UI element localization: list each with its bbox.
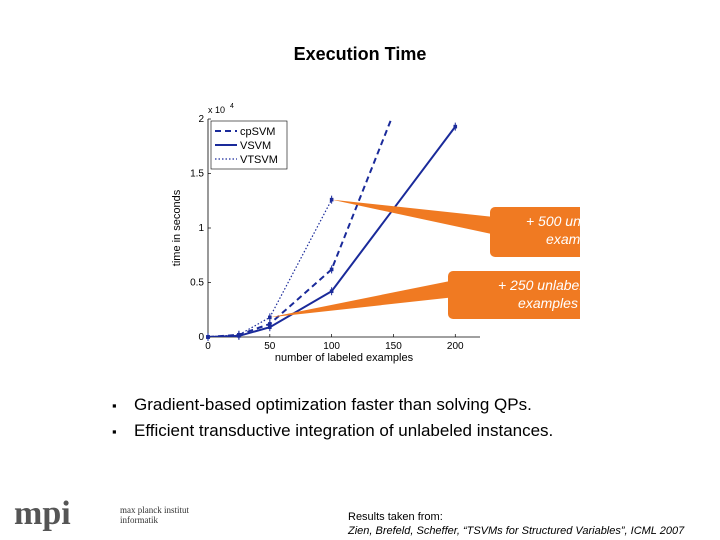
y-tick-label: 1 xyxy=(198,223,204,234)
mpi-logo: mpi max planck institut informatik xyxy=(14,498,189,532)
series-vtsvm-point xyxy=(329,197,334,202)
callout-pointer xyxy=(331,199,494,235)
source-citation: Zien, Brefeld, Scheffer, “TSVMs for Stru… xyxy=(348,525,685,537)
callout-text: + 500 unlabeled xyxy=(526,213,580,229)
source-note: Results taken from: Zien, Brefeld, Schef… xyxy=(348,510,684,538)
bullet-text: Efficient transductive integration of un… xyxy=(134,421,554,440)
y-axis-label: time in seconds xyxy=(171,189,183,266)
y-tick-label: 2 xyxy=(198,114,204,125)
bullet-text: Gradient-based optimization faster than … xyxy=(134,395,532,414)
x-tick-label: 200 xyxy=(447,341,464,352)
slide-title: Execution Time xyxy=(293,44,427,64)
series-vtsvm-line xyxy=(208,199,333,337)
y-tick-label: 0.5 xyxy=(190,278,204,289)
bullet-square-icon: ▪ xyxy=(112,398,117,413)
legend-label-vsvm: VSVM xyxy=(240,140,271,152)
bullet-item: ▪ Gradient-based optimization faster tha… xyxy=(112,392,553,418)
legend-label-cpsvm: cpSVM xyxy=(240,126,275,138)
source-label: Results taken from: xyxy=(348,511,443,523)
y-exponent-label: x 10 xyxy=(208,105,225,115)
series-cpsvm-point xyxy=(329,267,334,272)
bullet-list: ▪ Gradient-based optimization faster tha… xyxy=(112,392,553,444)
mpi-logo-mark: mpi xyxy=(14,498,71,532)
x-tick-label: 100 xyxy=(323,341,340,352)
x-tick-label: 50 xyxy=(264,341,276,352)
callout-text: + 250 unlabeled xyxy=(498,277,580,293)
callout-1: + 500 unlabeled examples xyxy=(331,199,580,257)
series-vsvm-point xyxy=(453,124,458,129)
callout-box xyxy=(490,207,580,257)
logo-text: max planck institut informatik xyxy=(120,505,189,525)
execution-time-chart: 0 50 100 150 200 0 0.5 1 1.5 2 x 10 4 number of labe… xyxy=(171,103,580,364)
x-axis-label: number of labeled examples xyxy=(275,352,414,364)
callout-box xyxy=(448,271,580,319)
series-vsvm-point xyxy=(268,325,272,329)
bullet-square-icon: ▪ xyxy=(112,424,117,439)
logo-line1: max planck institut xyxy=(120,505,189,515)
y-exponent-power: 4 xyxy=(230,103,234,110)
legend-label-vtsvm: VTSVM xyxy=(240,154,278,166)
x-tick-label: 0 xyxy=(205,341,211,352)
bullet-item: ▪ Efficient transductive integration of … xyxy=(112,418,553,444)
y-tick-label: 1.5 xyxy=(190,169,204,180)
series-vtsvm-point xyxy=(268,315,272,320)
logo-mark-text: mpi xyxy=(14,498,71,532)
series-vtsvm-point xyxy=(237,333,241,337)
callout-pointer xyxy=(269,280,452,318)
logo-line2: informatik xyxy=(120,515,158,525)
chart-legend: cpSVM VSVM VTSVM xyxy=(210,120,288,170)
callout-text: examples xyxy=(546,231,580,247)
callout-text: examples xyxy=(518,295,578,311)
y-tick-label: 0 xyxy=(198,332,204,343)
series-vsvm-point xyxy=(329,289,334,294)
x-tick-label: 150 xyxy=(385,341,402,352)
callout-2: + 250 unlabeled examples xyxy=(269,271,580,319)
series-vtsvm-point xyxy=(206,335,210,339)
